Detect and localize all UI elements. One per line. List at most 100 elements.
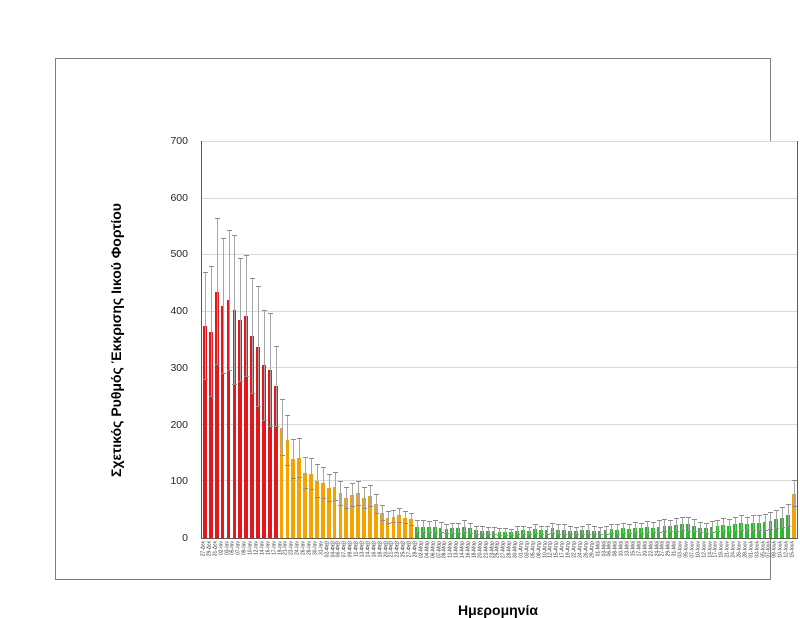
error-bar: [255, 286, 261, 408]
error-bar: [250, 277, 256, 395]
error-bar: [627, 523, 633, 535]
bar-slot: [249, 142, 256, 538]
bar: [279, 427, 284, 538]
y-tick-label: 500: [170, 248, 188, 261]
bar-slot: [550, 142, 556, 538]
bar: [456, 528, 461, 538]
error-bar: [744, 516, 750, 532]
x-tick-label: 12-Ιουν: [701, 541, 708, 558]
error-bar: [261, 310, 267, 421]
error-bar: [503, 527, 509, 536]
error-bar: [244, 255, 250, 378]
bar-slot: [279, 142, 285, 538]
bar-slot: [591, 142, 597, 538]
bar: [680, 523, 684, 538]
error-bar: [273, 345, 279, 428]
gridline: [202, 254, 797, 256]
error-bar: [379, 505, 385, 522]
bar: [703, 528, 708, 538]
bar-slot: [608, 142, 615, 538]
x-axis-title: Ημερομηνία: [458, 602, 538, 618]
x-tick-label: 17-Ιαν: [271, 541, 278, 556]
bar: [709, 527, 714, 538]
error-bar: [485, 527, 491, 536]
bar-slot: [243, 142, 250, 538]
bar-slot: [231, 142, 238, 538]
x-tick-slot: 15-Ιουλ: [790, 539, 796, 581]
bar: [214, 291, 219, 538]
x-tick-label: 31-Δεκ: [212, 541, 219, 557]
bar: [303, 472, 307, 538]
bar-slot: [402, 142, 409, 538]
error-bar: [291, 439, 297, 479]
error-bar: [591, 526, 597, 536]
bar-slot: [532, 142, 538, 538]
bar: [232, 310, 237, 538]
gridline: [202, 141, 797, 142]
x-tick-label: 10-Ιουν: [695, 541, 702, 558]
error-bar: [750, 514, 756, 531]
y-tick-label: 700: [170, 135, 188, 147]
bar: [291, 458, 296, 538]
error-bar: [685, 517, 691, 532]
bar-slot: [414, 142, 420, 538]
error-bar: [297, 438, 303, 479]
bar: [362, 497, 366, 538]
error-bar: [792, 480, 797, 508]
bar: [585, 529, 590, 538]
bar-slot: [679, 142, 686, 538]
bar-slot: [479, 142, 485, 538]
bar-slot: [438, 142, 444, 538]
error-bar: [350, 482, 356, 508]
y-tick-label: 300: [170, 361, 188, 374]
bar: [297, 458, 302, 538]
y-tick-label: 200: [170, 418, 188, 431]
error-bar: [703, 522, 709, 535]
bar-slot: [732, 142, 739, 538]
error-bar: [515, 526, 521, 536]
error-bar: [214, 218, 220, 366]
error-bar: [662, 518, 668, 533]
y-tick-label: 600: [170, 191, 188, 204]
error-bar: [644, 521, 650, 534]
error-bar: [444, 523, 450, 535]
bar: [244, 316, 249, 538]
bar-slot: [420, 142, 426, 538]
y-tick-label: 400: [170, 305, 188, 318]
error-bar: [733, 517, 739, 532]
error-bar: [403, 510, 409, 525]
y-axis-ticks: 0 100 200 300 400 500 600 700: [154, 135, 194, 544]
bar: [273, 386, 278, 538]
bar-slot: [773, 142, 780, 538]
bar: [674, 525, 679, 538]
error-bar: [314, 464, 320, 499]
bar-slot: [491, 142, 497, 538]
bar: [450, 528, 455, 538]
bar: [338, 493, 343, 538]
bar-slot: [343, 142, 350, 538]
bar-slot: [391, 142, 397, 538]
bar-slot: [538, 142, 544, 538]
bar-slot: [709, 142, 715, 538]
bar-slot: [656, 142, 662, 538]
error-bar: [479, 526, 485, 536]
error-bar: [208, 266, 214, 397]
bar-slot: [202, 142, 208, 538]
bar: [309, 474, 313, 538]
error-bar: [232, 235, 238, 386]
error-bar: [768, 512, 774, 531]
bar-slot: [750, 142, 756, 538]
bar: [356, 493, 360, 538]
gridline: [202, 197, 797, 199]
error-bar: [238, 257, 244, 383]
bar-slot: [220, 142, 226, 538]
error-bar: [462, 520, 468, 534]
gridline: [202, 310, 797, 312]
bar-slot: [473, 142, 479, 538]
bar-slot: [444, 142, 450, 538]
error-bar: [338, 480, 344, 506]
bar: [261, 365, 266, 538]
chart-figure: Σχετικός Ρυθμός Έκκρισης Ιικού Φορτίου 0…: [55, 58, 798, 618]
error-bar: [556, 524, 562, 535]
bar-slot: [673, 142, 680, 538]
